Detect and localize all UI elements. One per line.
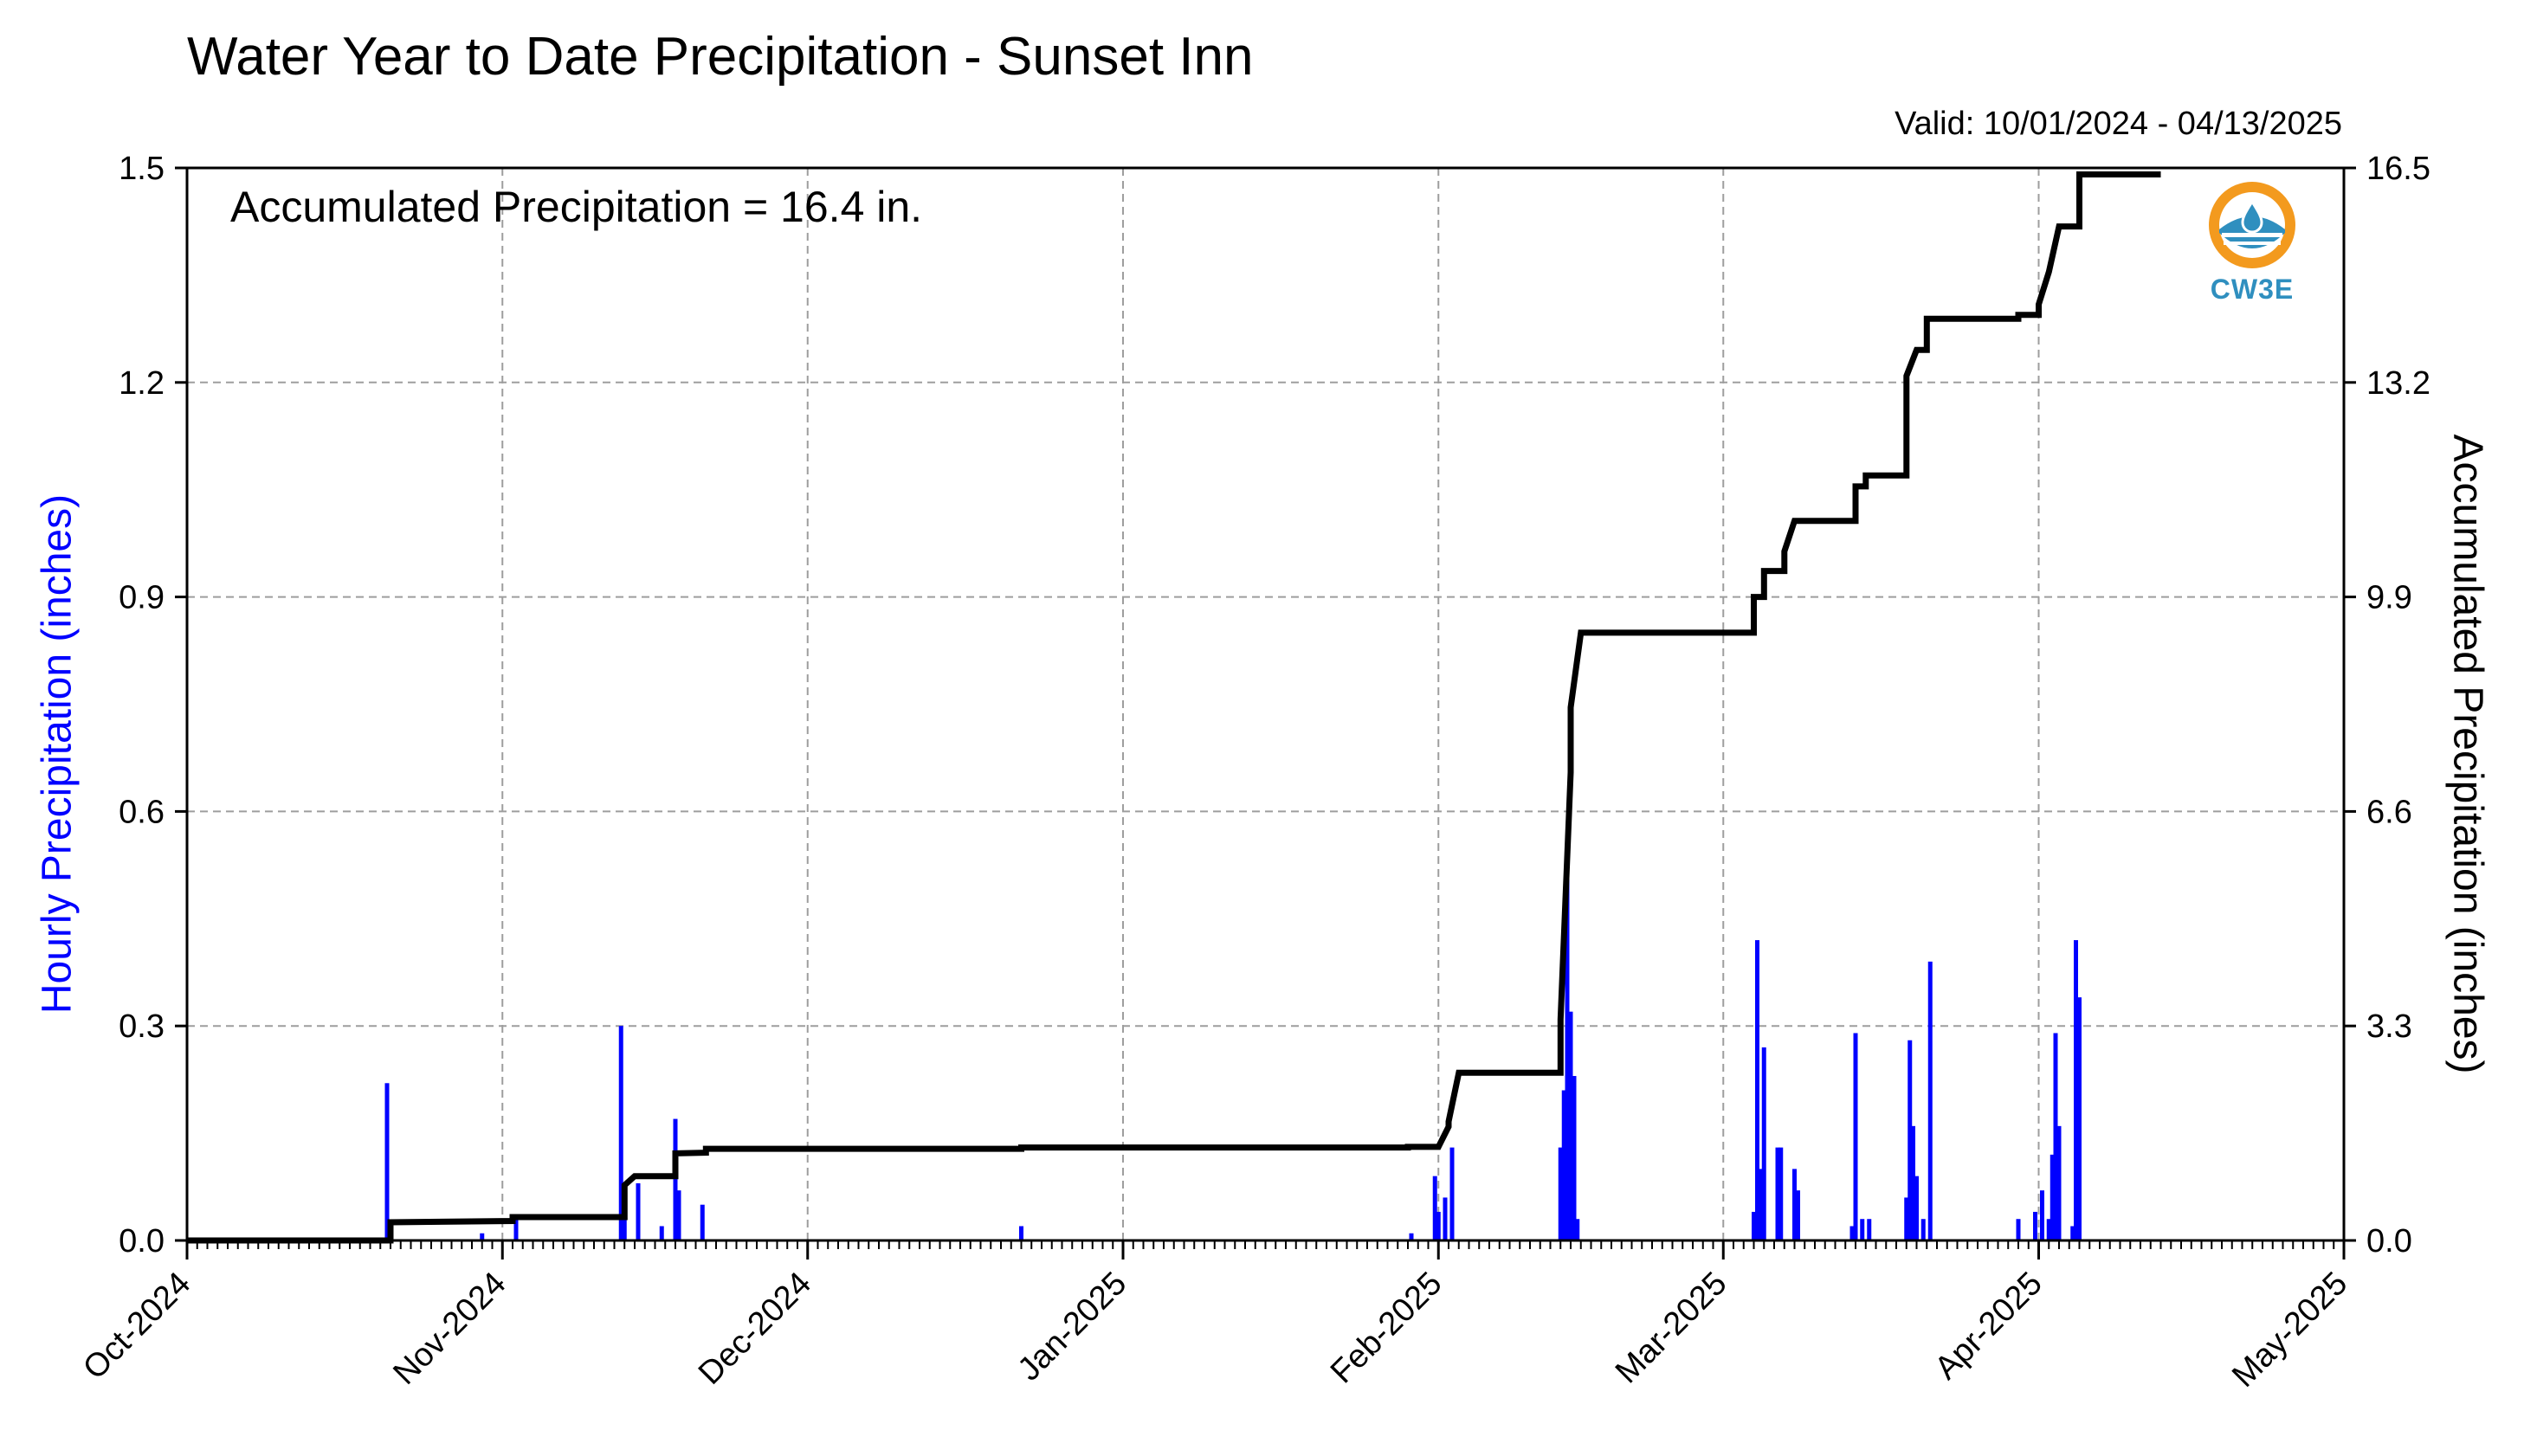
y-tick-label-right: 9.9 bbox=[2366, 580, 2412, 616]
precip-bar bbox=[2070, 1226, 2075, 1240]
precip-bar bbox=[1572, 1076, 1577, 1240]
precip-bar bbox=[2033, 1211, 2037, 1240]
precip-bar bbox=[513, 1219, 519, 1240]
hourly-precip-bars bbox=[384, 847, 2082, 1240]
precip-bar bbox=[1904, 1197, 1909, 1240]
y-tick-label-right: 13.2 bbox=[2366, 365, 2430, 402]
precip-bar bbox=[2053, 1033, 2058, 1240]
y-tick-label-left: 1.5 bbox=[119, 151, 165, 187]
precip-bar bbox=[1755, 940, 1759, 1240]
x-tick-label: Dec-2024 bbox=[692, 1266, 818, 1392]
y-tick-label-left: 0.9 bbox=[119, 580, 165, 616]
precip-bar bbox=[1558, 1147, 1563, 1240]
precip-bar bbox=[1796, 1190, 1800, 1240]
precip-bar bbox=[1432, 1176, 1437, 1240]
cw3e-logo: CW3E bbox=[2204, 177, 2300, 306]
y-tick-label-right: 0.0 bbox=[2366, 1223, 2412, 1260]
precip-bar bbox=[1911, 1125, 1915, 1240]
precip-bar bbox=[1853, 1033, 1858, 1240]
precip-bar bbox=[2040, 1190, 2044, 1240]
x-tick-label: Feb-2025 bbox=[1324, 1266, 1449, 1391]
y-tick-label-left: 1.2 bbox=[119, 365, 165, 402]
precip-bar bbox=[1565, 847, 1570, 1240]
precip-bar bbox=[2074, 940, 2078, 1240]
precip-bar bbox=[1914, 1176, 1919, 1240]
precip-bar bbox=[1867, 1219, 1872, 1240]
precip-bar bbox=[1575, 1219, 1580, 1240]
precip-bar bbox=[1436, 1211, 1441, 1240]
y-tick-label-left: 0.0 bbox=[119, 1223, 165, 1260]
precip-bar bbox=[2050, 1154, 2055, 1240]
precip-bar bbox=[1860, 1219, 1865, 1240]
precip-bar bbox=[700, 1204, 705, 1240]
precip-bar bbox=[1443, 1197, 1448, 1240]
precip-bar bbox=[1758, 1169, 1763, 1240]
precip-bar bbox=[1849, 1226, 1855, 1240]
accumulated-precip-line bbox=[187, 171, 2161, 1244]
precip-bar bbox=[1778, 1147, 1784, 1240]
accumulated-annotation: Accumulated Precipitation = 16.4 in. bbox=[230, 183, 923, 231]
water-drop-icon bbox=[2209, 182, 2295, 268]
precip-bar bbox=[480, 1233, 485, 1240]
precip-bar bbox=[1409, 1233, 1414, 1240]
precip-bar bbox=[636, 1182, 641, 1240]
y-axis-label-right: Accumulated Precipitation (inches) bbox=[2444, 434, 2491, 1074]
x-tick-label: Mar-2025 bbox=[1609, 1266, 1734, 1391]
precip-bar bbox=[384, 1083, 390, 1240]
valid-range: Valid: 10/01/2024 - 04/13/2025 bbox=[1895, 106, 2342, 142]
precip-bar bbox=[2056, 1125, 2062, 1240]
y-tick-label-right: 16.5 bbox=[2366, 151, 2430, 187]
precip-bar bbox=[1920, 1219, 1926, 1240]
precip-bar bbox=[2077, 997, 2082, 1240]
precip-bar bbox=[1927, 961, 1933, 1240]
precip-bar bbox=[1775, 1147, 1780, 1240]
precip-bar bbox=[676, 1190, 681, 1240]
plot-frame bbox=[185, 166, 2346, 1242]
precip-bar bbox=[1752, 1211, 1756, 1240]
precip-bar bbox=[1019, 1226, 1023, 1240]
y-tick-label-left: 0.3 bbox=[119, 1008, 165, 1045]
x-tick-label: Nov-2024 bbox=[386, 1266, 513, 1392]
precip-bar bbox=[673, 1118, 678, 1240]
grid-lines bbox=[187, 168, 2344, 1240]
precip-bar bbox=[1761, 1047, 1766, 1240]
chart-title: Water Year to Date Precipitation - Sunse… bbox=[187, 27, 1254, 87]
precip-bar bbox=[1908, 1040, 1913, 1240]
x-tick-label: Apr-2025 bbox=[1928, 1266, 2050, 1387]
y-tick-label-right: 3.3 bbox=[2366, 1008, 2412, 1045]
y-tick-label-right: 6.6 bbox=[2366, 794, 2412, 830]
precip-bar bbox=[1561, 1090, 1566, 1240]
precip-bar bbox=[659, 1226, 664, 1240]
precip-bar bbox=[1568, 1011, 1573, 1240]
y-tick-label-left: 0.6 bbox=[119, 794, 165, 830]
x-tick-label: May-2025 bbox=[2225, 1266, 2354, 1395]
x-tick-label: Oct-2024 bbox=[76, 1266, 197, 1387]
precip-bar bbox=[1449, 1147, 1455, 1240]
precip-bar bbox=[2046, 1219, 2051, 1240]
precip-bar bbox=[2016, 1219, 2021, 1240]
precip-bar bbox=[1792, 1169, 1797, 1240]
x-tick-label: Jan-2025 bbox=[1011, 1266, 1134, 1388]
y-axis-label-left: Hourly Precipitation (inches) bbox=[34, 493, 81, 1015]
precip-bar bbox=[618, 1026, 623, 1240]
logo-text: CW3E bbox=[2210, 274, 2295, 305]
